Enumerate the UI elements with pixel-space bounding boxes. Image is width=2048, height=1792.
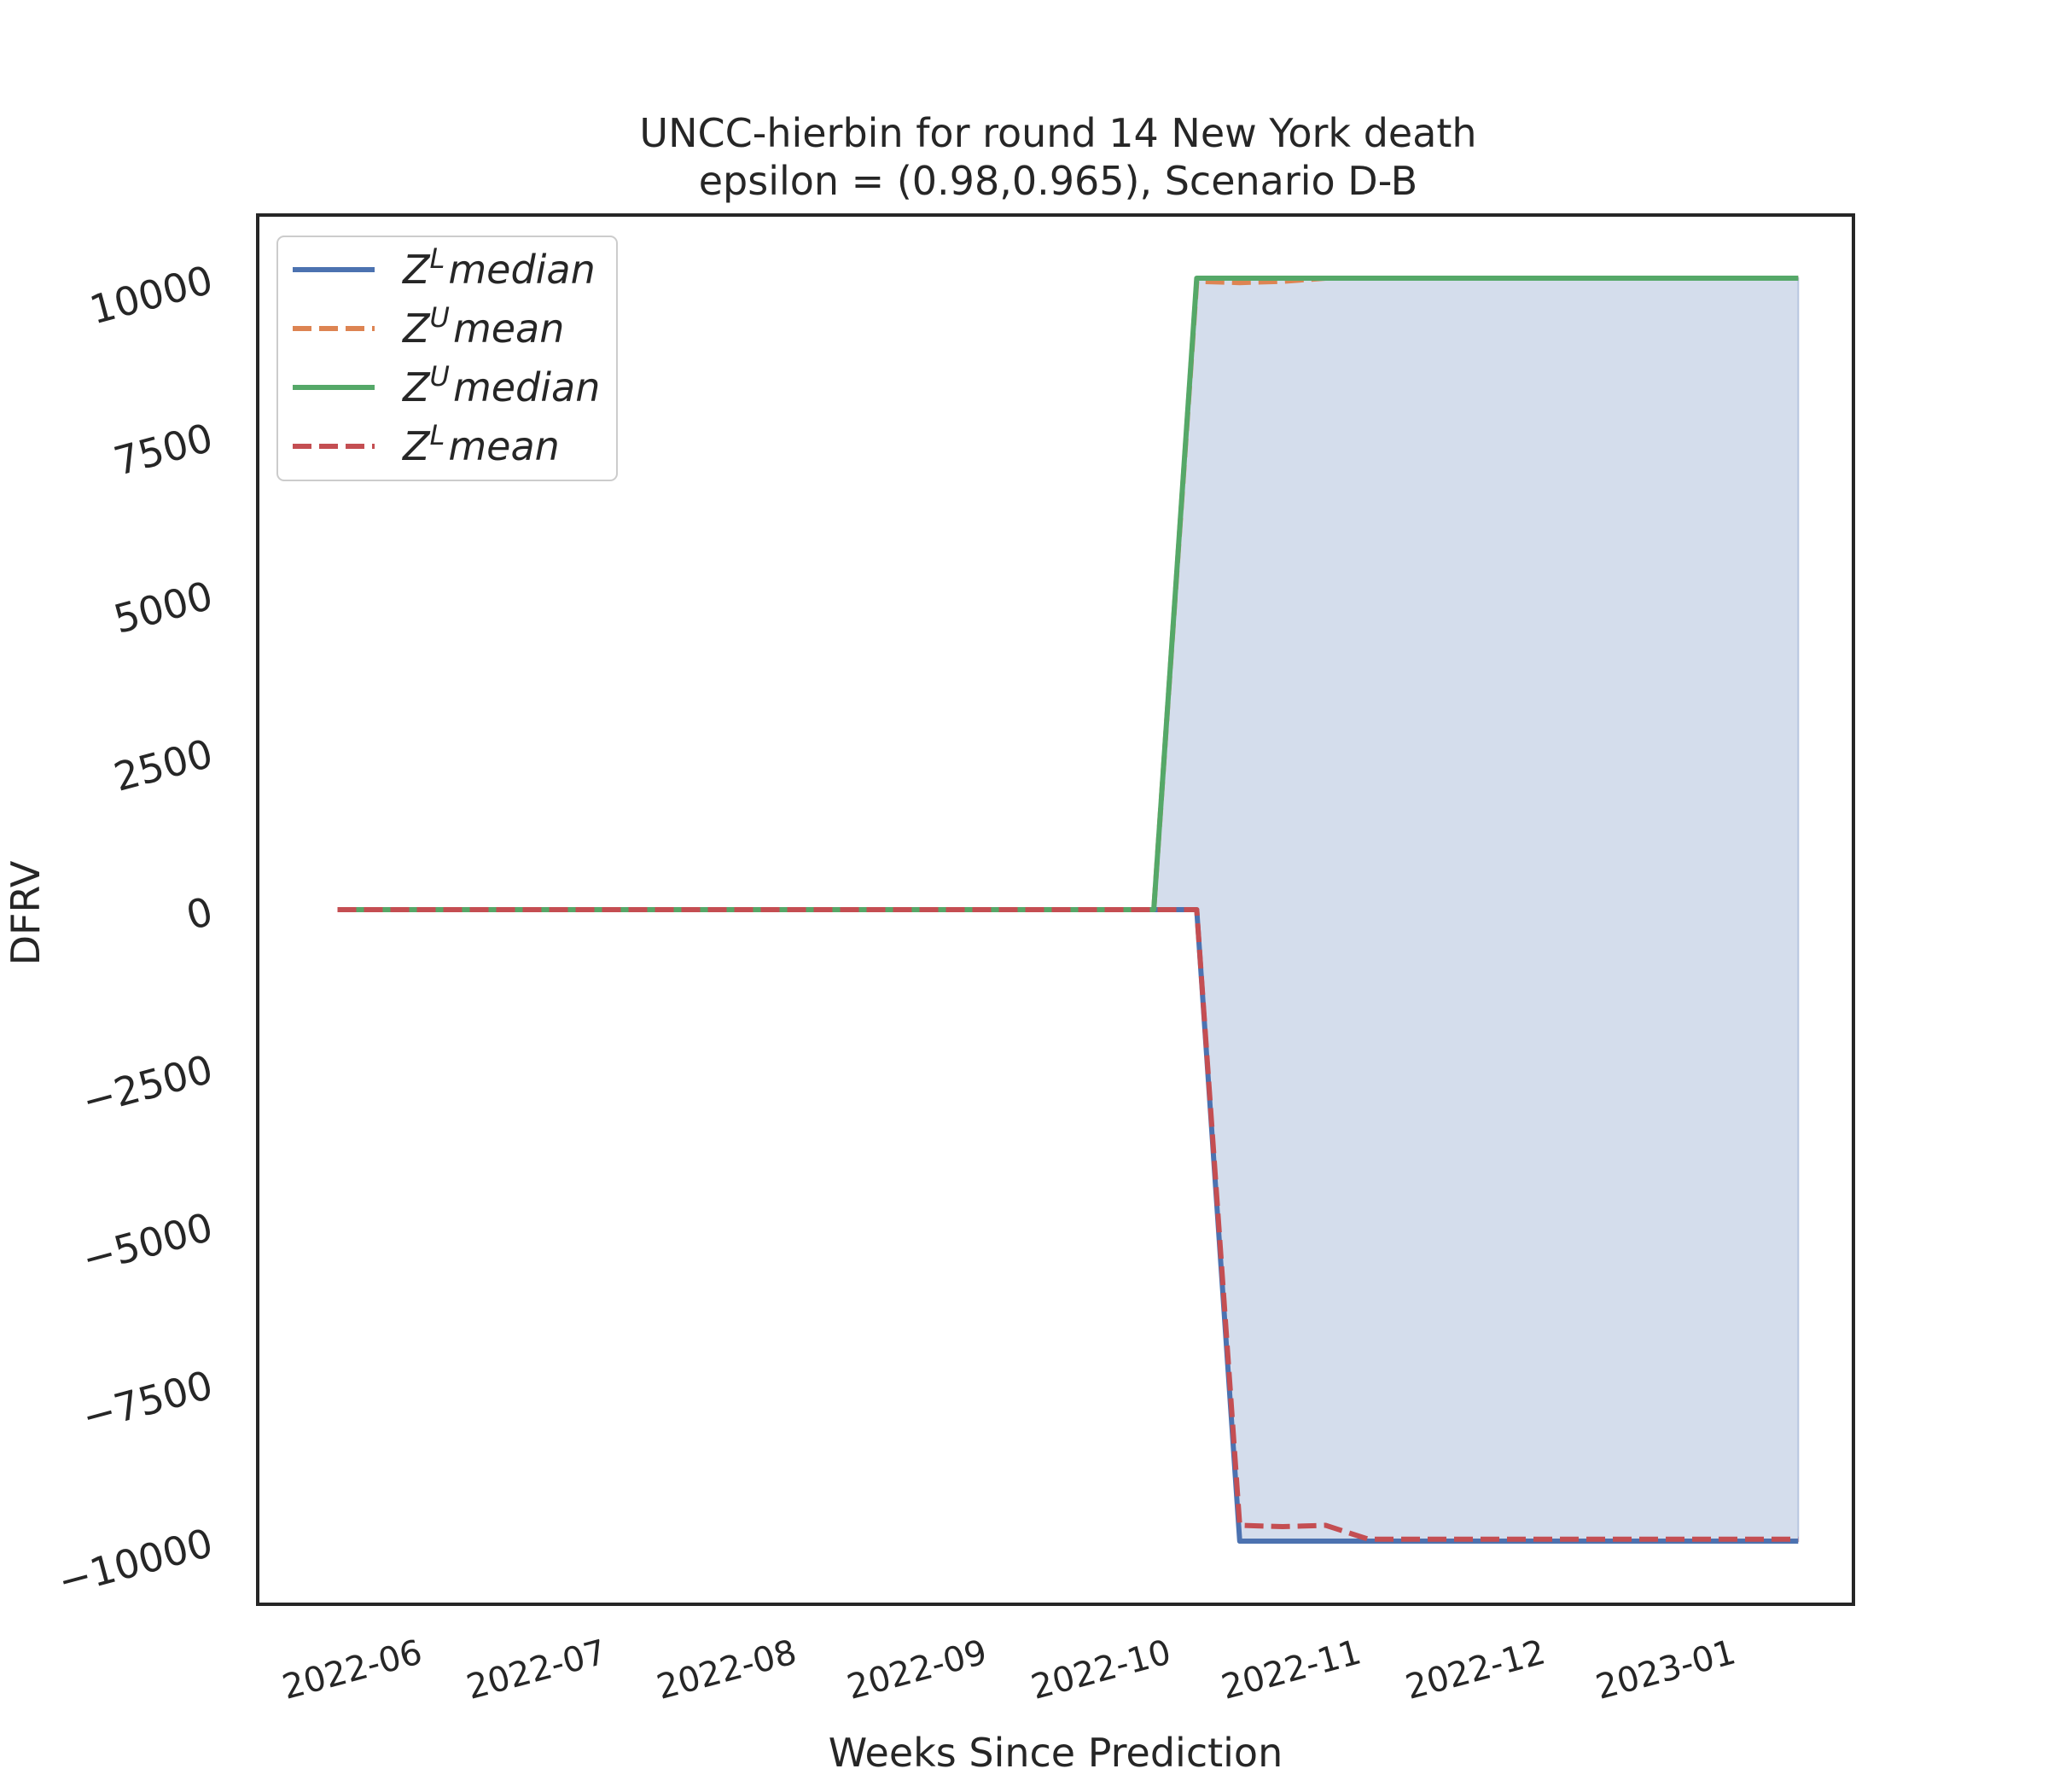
legend: ZLmedian ZUmean ZUmedian ZLmean bbox=[276, 236, 618, 481]
legend-label: ZUmean bbox=[401, 301, 564, 352]
series-line-4 bbox=[337, 907, 1799, 1542]
legend-box bbox=[276, 236, 618, 481]
legend-label: ZLmedian bbox=[401, 242, 596, 293]
chart-subtitle: epsilon = (0.98,0.965), Scenario D-B bbox=[699, 158, 1418, 204]
chart-title: UNCC-hierbin for round 14 New York death bbox=[639, 110, 1476, 156]
y-axis-label: DFRV bbox=[3, 860, 49, 965]
plot-frame bbox=[256, 213, 1855, 1606]
legend-label: ZUmedian bbox=[401, 360, 600, 410]
series-lines-layer bbox=[337, 276, 1799, 1544]
legend-label: ZLmean bbox=[401, 419, 560, 469]
x-axis-label: Weeks Since Prediction bbox=[829, 1730, 1283, 1776]
